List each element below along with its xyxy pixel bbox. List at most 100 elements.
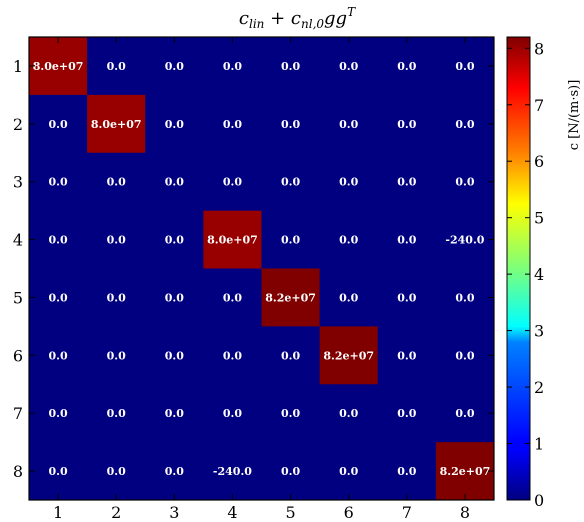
cell-value-label: 0.0 [223,407,242,420]
cell-value-label: 0.0 [281,60,300,73]
cell-value-label: 0.0 [223,176,242,189]
cell-value-label: 0.0 [281,349,300,362]
heatmap-cell [145,152,204,212]
cell-value-label: 0.0 [165,234,184,247]
heatmap-cell [203,384,262,443]
heatmap-cell [29,326,88,385]
y-tick-label: 3 [13,173,23,192]
cell-value-label: 8.2e+07 [323,349,374,362]
cell-value-label: 0.0 [107,176,126,189]
heatmap-cell [87,37,146,96]
heatmap-cell [87,94,146,154]
cell-value-label: 0.0 [397,176,416,189]
y-tick-label: 2 [13,115,23,134]
cell-value-label: -240.0 [213,465,252,478]
colorbar-ticks: 0 1 2 3 4 5 6 7 8 [507,39,544,510]
heatmap-cell [145,326,204,385]
cell-value-label: 0.0 [107,60,126,73]
cell-value-label: 0.0 [455,349,474,362]
cell-value-label: 0.0 [397,234,416,247]
heatmap-cell [261,94,321,154]
heatmap-cell [319,326,379,385]
heatmap-cell [319,94,379,154]
heatmap-cell [319,442,379,501]
cell-value-label: 0.0 [223,349,242,362]
x-tick-label: 3 [169,503,179,522]
cell-value-label: 0.0 [339,291,358,304]
heatmap-cell [203,326,262,385]
heatmap-cell [145,384,204,443]
cell-value-label: 0.0 [281,118,300,131]
x-tick-label: 4 [227,503,237,522]
cell-value-label: 0.0 [165,291,184,304]
cell-value-label: 0.0 [48,234,67,247]
cell-value-label: 0.0 [107,234,126,247]
heatmap-cell [261,210,321,269]
heatmap-cell [435,326,495,385]
heatmap-cell [319,210,379,269]
heatmap-cell [29,94,88,154]
plot-frame [28,36,495,501]
heatmap-cell [435,152,495,212]
cell-value-label: 0.0 [455,60,474,73]
colorbar: 0 1 2 3 4 5 6 7 8 c [N/(m·s)] [506,36,582,510]
heatmap-cell [377,152,437,212]
cell-value-label: 8.0e+07 [91,118,142,131]
x-tick-label: 7 [402,503,412,522]
cell-value-label: 0.0 [48,349,67,362]
heatmap-cell [319,37,379,96]
heatmap-cell [87,210,146,269]
heatmap-cell [377,442,437,501]
cell-value-label: 0.0 [455,407,474,420]
heatmap-cell [29,384,88,443]
cell-value-label: 0.0 [48,465,67,478]
colorbar-tick-label: 6 [534,152,544,171]
cell-value-label: 0.0 [223,118,242,131]
heatmap-cell [87,442,146,501]
cell-value-label: 0.0 [397,60,416,73]
heatmap-cell [435,442,495,501]
colorbar-label: c [N/(m·s)] [567,80,582,151]
x-axis: 1 2 3 4 5 6 7 8 [53,37,470,522]
colorbar-gradient [506,36,531,501]
cell-value-label: 0.0 [281,176,300,189]
heatmap-cells [29,37,495,501]
y-tick-label: 8 [13,462,23,481]
heatmap-cell [87,152,146,212]
cell-value-label: 0.0 [339,465,358,478]
cell-value-label: 0.0 [281,465,300,478]
heatmap-cell [435,37,495,96]
heatmap-cell [203,210,262,269]
heatmap-cell [319,268,379,327]
heatmap-cell [87,268,146,327]
heatmap-cell [377,210,437,269]
cell-value-label: 0.0 [339,234,358,247]
cell-value-label: 0.0 [107,291,126,304]
cell-value-label: 0.0 [165,349,184,362]
y-tick-label: 5 [13,288,23,307]
y-tick-label: 6 [13,346,23,365]
heatmap-cell [261,268,321,327]
colorbar-tick-label: 0 [534,491,544,510]
heatmap-cell [29,268,88,327]
heatmap-cell [145,37,204,96]
x-tick-label: 1 [53,503,63,522]
heatmap-cell [319,384,379,443]
heatmap-cell [203,94,262,154]
heatmap-cell [435,268,495,327]
cell-value-label: 0.0 [48,118,67,131]
heatmap-cell [319,152,379,212]
cell-value-label: 0.0 [397,291,416,304]
colorbar-tick-label: 2 [534,378,544,397]
heatmap-cell [435,210,495,269]
heatmap-cell [203,37,262,96]
cell-value-label: 0.0 [281,407,300,420]
heatmap-cell [145,94,204,154]
cell-value-label: 0.0 [397,407,416,420]
cell-value-label: 0.0 [48,407,67,420]
cell-value-label: 0.0 [107,407,126,420]
cell-value-label: 0.0 [455,118,474,131]
svg-text:clin + cnl,0ggT: clin + cnl,0ggT [239,5,356,31]
colorbar-tick-label: 1 [534,435,544,454]
